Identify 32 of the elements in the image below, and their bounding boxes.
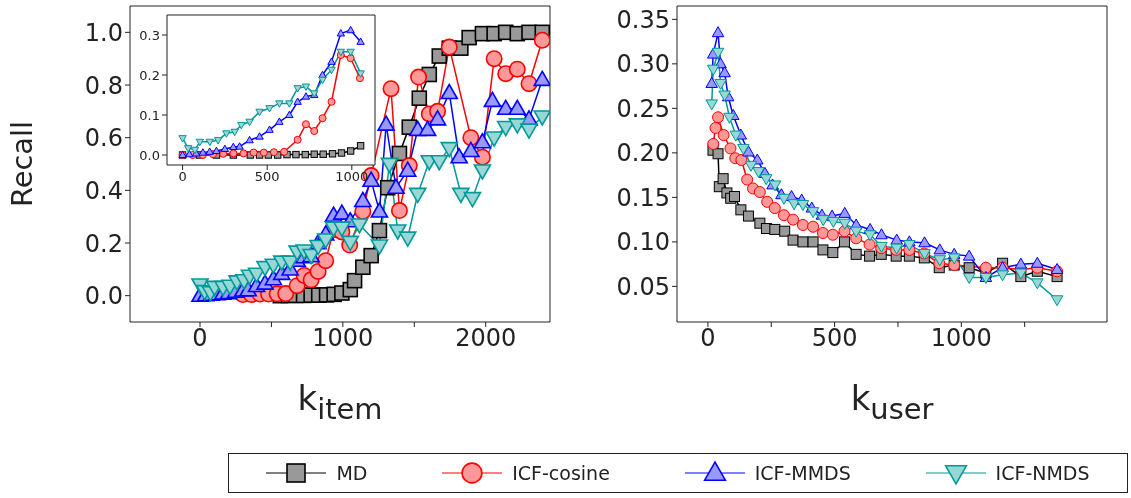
- y-tick-label: 0.20: [616, 139, 670, 168]
- y-tick-label: 0.25: [616, 94, 670, 123]
- legend-label: ICF-MMDS: [754, 462, 851, 484]
- x-tick-label: 1000: [312, 324, 374, 353]
- x-tick-label: 0: [700, 324, 716, 353]
- y-tick-label: 0.4: [84, 176, 123, 205]
- x-tick-label: 0: [178, 169, 187, 185]
- y-tick-label: 0.2: [139, 67, 160, 83]
- x-tick-label: 500: [254, 169, 280, 185]
- y-axis-title: Recall: [5, 120, 39, 208]
- x-axis-title: k$_{item}$: [297, 378, 383, 426]
- x-tick-label: 1000: [930, 324, 992, 353]
- legend-label: ICF-cosine: [512, 462, 610, 484]
- y-tick-label: 0.3: [139, 27, 160, 43]
- y-tick-label: 1.0: [84, 18, 123, 47]
- y-tick-label: 0.30: [616, 50, 670, 79]
- y-tick-label: 0.8: [84, 71, 123, 100]
- legend-label: MD: [336, 462, 368, 484]
- y-tick-label: 0.05: [616, 272, 670, 301]
- legend-label: ICF-NMDS: [995, 462, 1090, 484]
- y-tick-label: 0.15: [616, 183, 670, 212]
- y-tick-label: 0.0: [139, 147, 160, 163]
- y-tick-label: 0.0: [84, 282, 123, 311]
- x-axis-title: k$_{user}$: [850, 378, 934, 426]
- x-tick-label: 500: [811, 324, 858, 353]
- x-tick-label: 2000: [455, 324, 517, 353]
- y-tick-label: 0.6: [84, 124, 123, 153]
- y-tick-label: 0.1: [139, 107, 160, 123]
- y-tick-label: 0.35: [616, 5, 670, 34]
- y-tick-label: 0.10: [616, 228, 670, 257]
- y-tick-label: 0.2: [84, 229, 123, 258]
- x-tick-label: 0: [192, 324, 208, 353]
